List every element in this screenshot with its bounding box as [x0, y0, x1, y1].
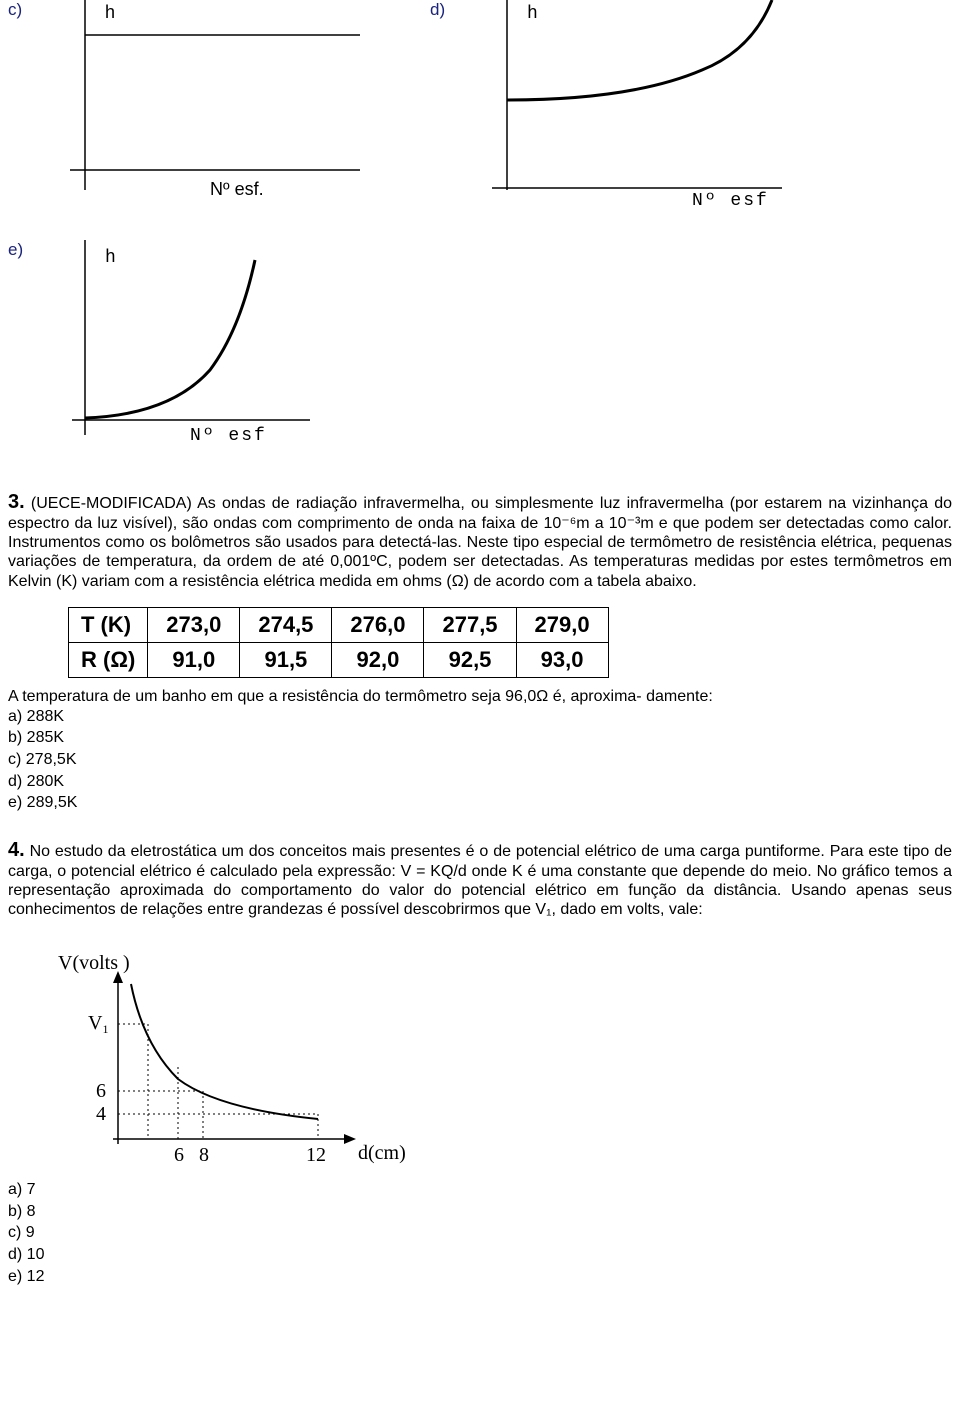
answer-e: e) 12 [8, 1266, 952, 1288]
y-label-d: h [527, 4, 538, 24]
chart-d: h Nº esf [452, 0, 792, 210]
table-row: T (K) 273,0 274,5 276,0 277,5 279,0 [69, 607, 609, 642]
q4-chart-wrap: V(volts ) d(cm) V1 6 4 6 8 12 [48, 949, 952, 1179]
graph-c: c) h Nº esf. [8, 0, 370, 210]
y-tick-6: 6 [96, 1080, 106, 1102]
graph-e: e) h Nº esf [8, 240, 330, 460]
q3-number: 3. [8, 491, 25, 513]
x-label-e: Nº esf [190, 426, 267, 446]
y-label-c: h [105, 2, 115, 22]
x-label-d: Nº esf [692, 191, 769, 210]
option-label-d: d) [430, 0, 452, 20]
q4-answers: a) 7 b) 8 c) 9 d) 10 e) 12 [8, 1179, 952, 1287]
q4-block: 4. No estudo da eletrostática um dos con… [8, 838, 952, 920]
graphs-row-1: c) h Nº esf. d) [8, 0, 952, 210]
q3-answers: a) 288K b) 285K c) 278,5K d) 280K e) 289… [8, 706, 952, 814]
q3-text: (UECE-MODIFICADA) As ondas de radiação i… [8, 495, 952, 590]
q4-text: No estudo da eletrostática um dos concei… [8, 843, 952, 918]
answer-c: c) 9 [8, 1222, 952, 1244]
option-label-c: c) [8, 0, 30, 20]
header-R: R (Ω) [69, 642, 148, 677]
chart-e: h Nº esf [30, 240, 330, 460]
q4-number: 4. [8, 839, 25, 861]
y-tick-V1: V1 [88, 1012, 108, 1036]
graph-d: d) h Nº esf [430, 0, 792, 210]
chart-c: h Nº esf. [30, 0, 370, 210]
answer-d: d) 10 [8, 1244, 952, 1266]
q4-chart: V(volts ) d(cm) V1 6 4 6 8 12 [48, 949, 418, 1179]
q3-table: T (K) 273,0 274,5 276,0 277,5 279,0 R (Ω… [68, 607, 609, 678]
table-row: R (Ω) 91,0 91,5 92,0 92,5 93,0 [69, 642, 609, 677]
header-T: T (K) [69, 607, 148, 642]
answer-e: e) 289,5K [8, 792, 952, 814]
x-axis-label: d(cm) [358, 1142, 406, 1164]
q3-block: 3. (UECE-MODIFICADA) As ondas de radiaçã… [8, 490, 952, 591]
answer-b: b) 285K [8, 727, 952, 749]
x-tick-6: 6 [174, 1144, 184, 1166]
option-label-e: e) [8, 240, 30, 260]
answer-b: b) 8 [8, 1201, 952, 1223]
x-label-c: Nº esf. [210, 179, 264, 199]
x-tick-12: 12 [306, 1144, 326, 1166]
graphs-row-2: e) h Nº esf [8, 240, 952, 460]
x-tick-8: 8 [199, 1144, 209, 1166]
curve-q4 [131, 984, 318, 1119]
answer-d: d) 280K [8, 771, 952, 793]
y-tick-4: 4 [96, 1103, 106, 1125]
y-axis-label: V(volts ) [58, 952, 130, 974]
answer-a: a) 7 [8, 1179, 952, 1201]
answer-a: a) 288K [8, 706, 952, 728]
q3-followup: A temperatura de um banho em que a resis… [8, 688, 952, 706]
answer-c: c) 278,5K [8, 749, 952, 771]
y-label-e: h [105, 248, 116, 268]
